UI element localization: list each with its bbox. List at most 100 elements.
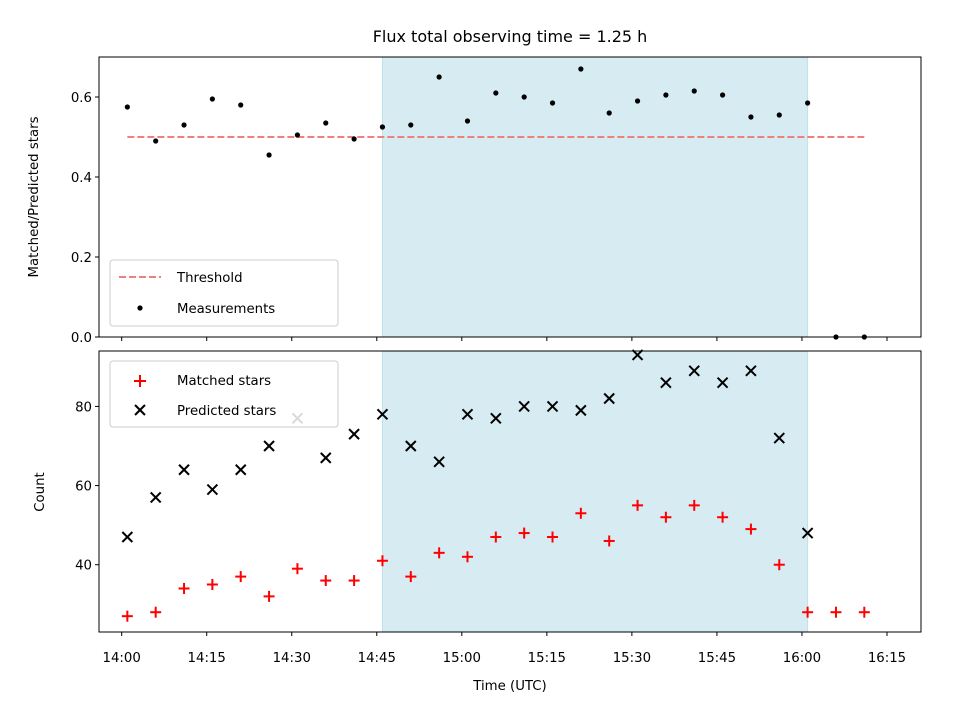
measurement-point [634,98,641,104]
matched-star-point [405,571,417,583]
measurement-point [521,94,527,100]
measurement-point [464,118,471,124]
top-series-layer [124,66,867,340]
predicted-star-point [490,412,502,424]
bottom-x-ticks: 14:00 14:15 14:30 14:45 15:00 15:15 15:30 15:45… [103,632,906,666]
measurement-point [493,90,499,96]
x-tick-label: 15:00 [443,651,481,666]
measurement-point [323,120,329,126]
matched-star-point [745,523,757,535]
measurement-point [238,102,244,108]
bottom-y-axis-label: Count [33,472,48,512]
measurement-point [408,122,414,128]
x-tick-label: 16:15 [868,651,906,666]
y-tick-label: 0.0 [71,331,92,346]
legend-matched-label: Matched stars [177,374,271,389]
legend-predicted-swatch [134,404,146,416]
measurement-point [578,66,584,72]
measurement-point [379,124,386,130]
bottom-y-ticks: 40 60 80 [75,400,99,574]
measurement-point [436,74,442,80]
matched-star-point [858,606,870,618]
measurement-point [805,100,811,106]
y-tick-label: 0.6 [71,91,92,106]
measurement-point [181,122,187,128]
predicted-star-point [433,456,445,468]
matched-star-point [263,590,275,602]
predicted-star-point [603,392,615,405]
y-tick-label: 0.4 [71,171,92,186]
x-tick-label: 14:15 [188,651,226,666]
matched-star-point [320,575,332,587]
chart-title: Flux total observing time = 1.25 h [373,27,648,46]
predicted-star-point [348,428,360,440]
measurement-point [663,92,669,98]
bottom-axes-frame [98,350,922,633]
x-tick-label: 15:15 [528,651,566,666]
measurement-point [691,88,697,94]
top-y-ticks: 0.0 0.2 0.4 0.6 [71,91,99,346]
y-tick-label: 80 [75,400,92,415]
predicted-star-point [320,452,332,464]
matched-star-point [376,555,388,567]
predicted-star-point [773,432,785,444]
predicted-star-point [376,408,389,421]
x-tick-label: 14:00 [103,651,141,666]
measurement-point [153,138,159,144]
top-axes-frame [98,56,922,338]
legend-predicted-label: Predicted stars [177,404,276,419]
matched-star-point [603,535,615,547]
predicted-star-point [688,365,700,377]
matched-star-point [717,511,729,523]
legend-measurements-swatch [137,305,143,311]
matched-star-point [518,527,530,539]
predicted-star-point [801,527,814,539]
matched-star-point [206,579,218,591]
predicted-star-point [405,440,417,452]
predicted-star-point [546,400,559,413]
legend-threshold-label: Threshold [176,271,243,286]
measurement-point [606,110,612,116]
legend-measurements-label: Measurements [177,302,275,317]
matched-star-point [490,531,502,543]
y-tick-label: 40 [75,559,92,574]
predicted-star-point [235,464,247,476]
measurement-point [124,104,130,110]
x-tick-label: 15:45 [698,651,736,666]
predicted-star-point [121,531,134,543]
x-axis-label: Time (UTC) [472,679,547,694]
matched-star-point [575,507,587,519]
top-y-axis-label: Matched/Predicted stars [27,116,42,277]
top-panel: 0.0 0.2 0.4 0.6 Matched/Predicted stars Thr… [27,56,922,346]
predicted-star-point [461,408,474,421]
x-tick-label: 14:45 [358,651,396,666]
predicted-star-point [178,464,190,476]
matched-star-point [150,606,162,618]
bottom-series-layer [121,349,870,622]
matched-star-point [632,499,644,511]
y-tick-label: 0.2 [71,251,92,266]
bottom-legend: Matched stars Predicted stars [109,360,339,428]
top-highlight-span [381,56,809,338]
matched-star-point [802,606,814,618]
y-tick-label: 60 [75,480,92,495]
bottom-highlight-span [381,350,809,633]
matched-star-point [121,610,133,622]
measurement-point [294,132,301,138]
matched-star-point [688,499,700,511]
x-tick-label: 14:30 [273,651,311,666]
matched-star-point [773,559,785,571]
measurement-point [776,112,782,118]
predicted-star-point [716,376,729,389]
measurement-point [719,92,726,98]
predicted-star-point [149,491,162,504]
top-x-ticks [121,337,888,341]
predicted-star-point [745,365,757,377]
predicted-star-point [206,483,219,496]
predicted-star-point [660,376,672,389]
matched-star-point [178,582,190,594]
measurement-point [209,96,215,102]
matched-star-point [235,571,247,583]
x-tick-label: 15:30 [613,651,651,666]
matched-star-point [433,547,445,559]
